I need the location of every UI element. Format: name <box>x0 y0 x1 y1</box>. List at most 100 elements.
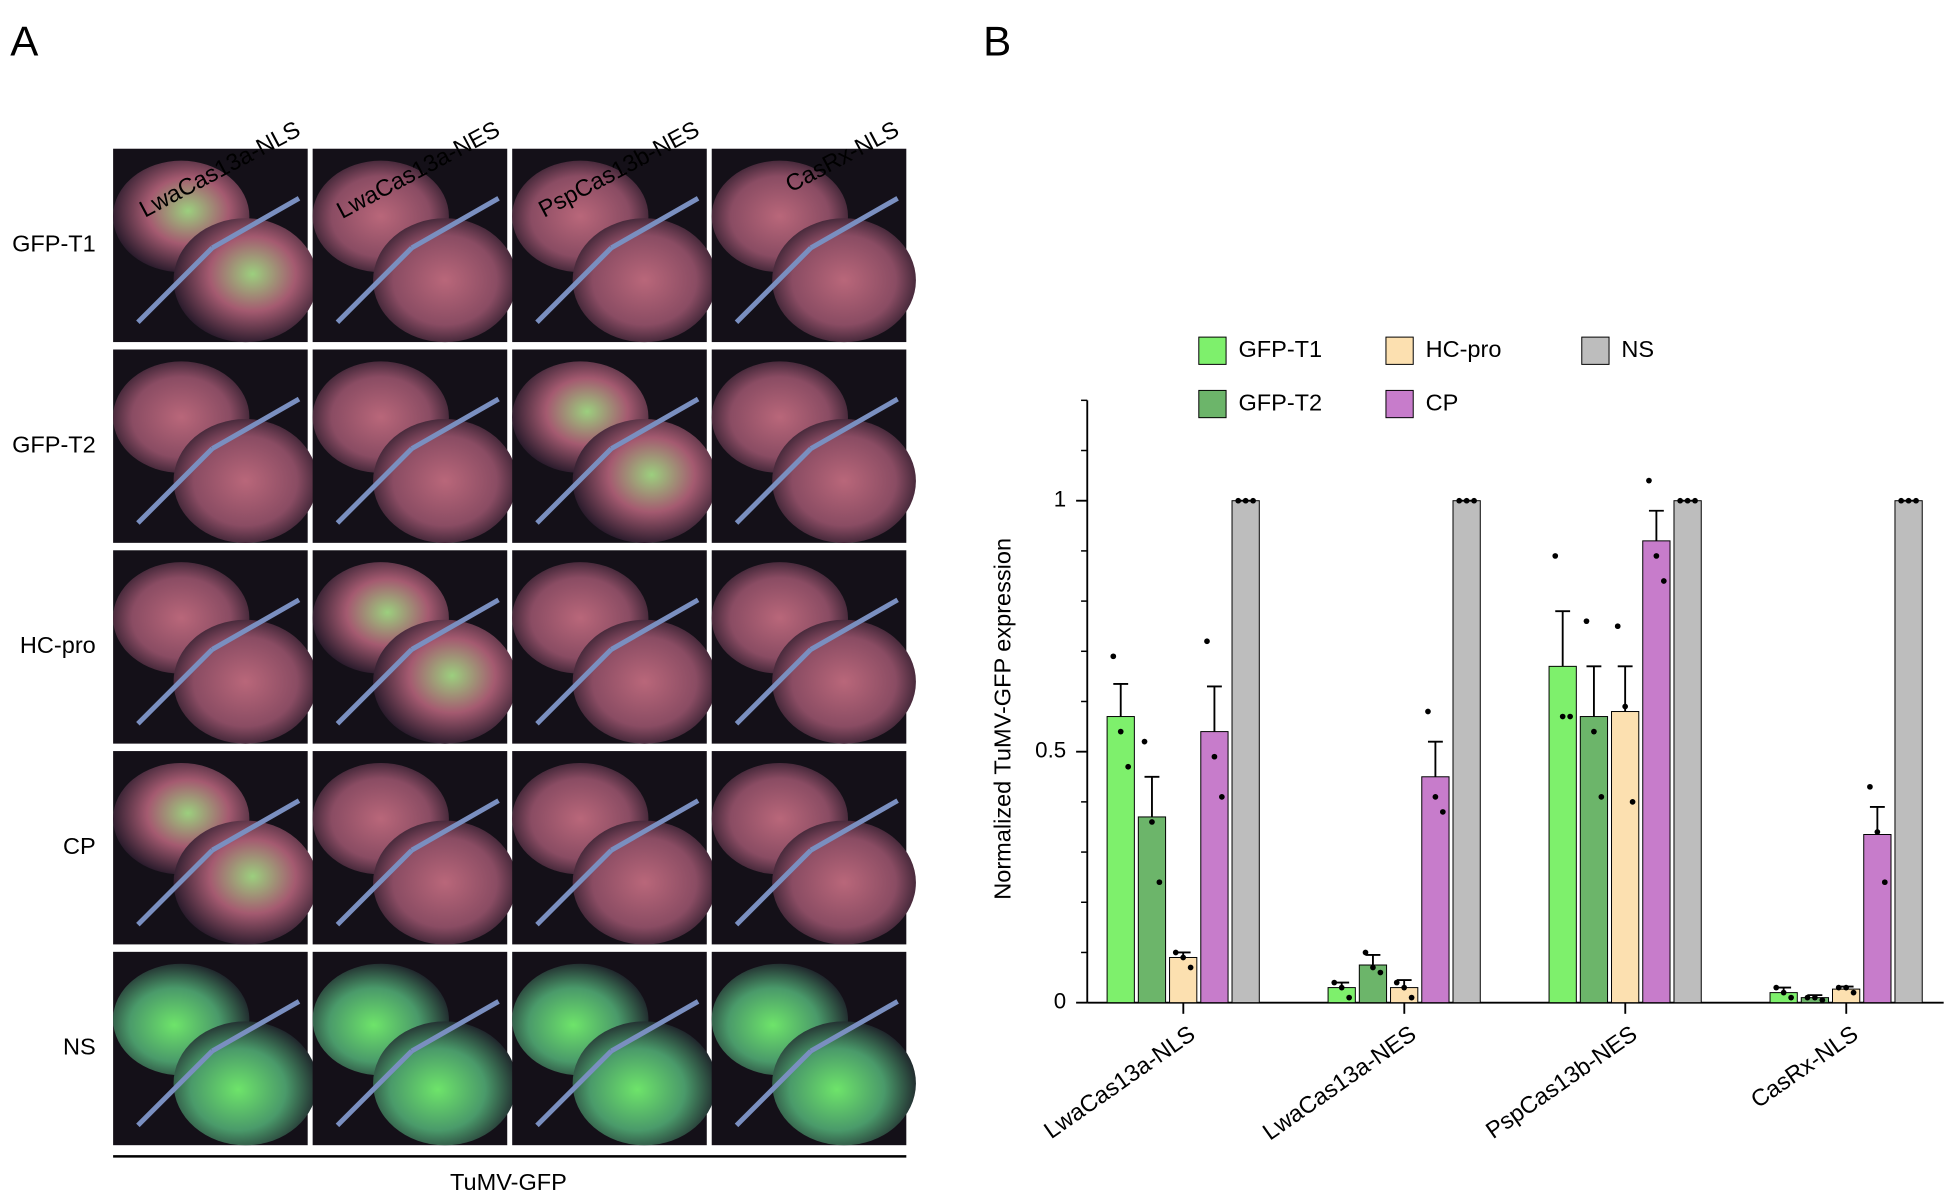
error-bar <box>1586 665 1602 717</box>
bar <box>1611 711 1640 1004</box>
data-point <box>1172 949 1179 956</box>
x-tick-label: CasRx-NLS <box>1746 1020 1863 1113</box>
leaf <box>572 820 717 945</box>
data-point <box>1180 954 1187 961</box>
leaf <box>572 419 717 543</box>
data-point <box>1812 994 1818 1001</box>
leaf <box>373 218 517 343</box>
data-point <box>1881 879 1888 886</box>
bar <box>1137 816 1167 1004</box>
bar <box>1452 500 1481 1004</box>
leaf <box>572 1021 717 1146</box>
data-point <box>1346 994 1352 1001</box>
leaf <box>173 419 318 543</box>
leaf <box>772 419 916 543</box>
data-point <box>1219 794 1225 800</box>
bar <box>1673 500 1702 1004</box>
legend-label: GFP-T1 <box>1238 336 1322 362</box>
data-point <box>1401 984 1408 991</box>
data-point <box>1591 728 1597 735</box>
stem <box>535 597 700 726</box>
bar <box>1200 731 1229 1004</box>
data-point <box>1850 989 1857 996</box>
stem <box>734 999 899 1128</box>
stem <box>535 999 700 1128</box>
y-tick-label: 0.5 <box>1035 738 1066 763</box>
data-point <box>1646 477 1652 484</box>
data-point <box>1835 984 1842 991</box>
data-point <box>1677 497 1684 504</box>
leaf <box>373 419 517 543</box>
data-point <box>1393 979 1400 986</box>
bar <box>1894 500 1923 1004</box>
data-point <box>1110 653 1117 660</box>
data-point <box>1622 703 1629 710</box>
leaf <box>572 619 717 744</box>
row-label: HC-pro <box>20 632 96 658</box>
bar <box>1863 834 1892 1004</box>
data-point <box>1456 497 1463 504</box>
stem <box>136 597 301 726</box>
data-point <box>1125 763 1132 770</box>
data-point <box>1117 728 1124 735</box>
leaf <box>772 1021 916 1146</box>
data-point <box>1463 497 1470 504</box>
leaf <box>173 619 318 744</box>
stem <box>734 798 899 927</box>
row-label: GFP-T1 <box>12 231 96 257</box>
footer-label: TuMV-GFP <box>450 1169 567 1195</box>
data-point <box>1439 809 1446 815</box>
data-point <box>1843 984 1849 991</box>
error-bar <box>1648 509 1664 541</box>
bar <box>1231 500 1260 1004</box>
legend-label: HC-pro <box>1426 336 1502 362</box>
x-tick-label: LwaCas13a-NES <box>1258 1020 1421 1145</box>
stem <box>335 798 500 927</box>
row-label: NS <box>63 1034 96 1060</box>
leaf <box>373 1021 517 1146</box>
stem <box>136 798 301 927</box>
data-point <box>1204 638 1210 645</box>
error-bar <box>1206 685 1222 732</box>
x-tick-label: PspCas13b-NES <box>1481 1020 1642 1143</box>
data-point <box>1559 713 1566 720</box>
chart: 0 0.5 1 LwaCas13a-NLS LwaCas13a-NES PspCas13b… <box>1035 336 1923 1145</box>
data-point <box>1653 553 1660 559</box>
y-axis-label: Normalized TuMV-GFP expression <box>989 538 1015 900</box>
data-point <box>1338 984 1345 991</box>
y-tick-label: 0 <box>1054 989 1066 1014</box>
leaf <box>772 820 916 945</box>
data-point <box>1141 738 1148 745</box>
data-point <box>1242 497 1249 504</box>
panel-label: B <box>983 18 1011 65</box>
bar <box>1579 716 1609 1004</box>
data-point <box>1788 994 1794 1001</box>
stem <box>535 798 700 927</box>
data-point <box>1780 989 1787 996</box>
data-point <box>1235 497 1242 504</box>
error-bar <box>1555 610 1571 667</box>
stem <box>734 196 899 324</box>
legend-label: NS <box>1621 336 1654 362</box>
data-point <box>1773 984 1780 991</box>
stem <box>335 196 500 324</box>
data-point <box>1552 553 1559 559</box>
error-bar <box>1365 954 1381 966</box>
stem <box>136 396 301 525</box>
legend-swatch <box>1385 389 1414 419</box>
bar <box>1548 665 1577 1004</box>
data-point <box>1583 618 1590 625</box>
leaf <box>373 619 517 744</box>
leaf <box>772 218 916 343</box>
data-point <box>1362 949 1369 956</box>
error-bar <box>1113 682 1129 717</box>
photo-grid <box>113 148 916 1146</box>
data-point <box>1614 623 1621 630</box>
data-point <box>1331 979 1338 986</box>
stem <box>535 396 700 525</box>
data-point <box>1598 794 1605 800</box>
data-point <box>1629 799 1636 805</box>
leaf <box>173 820 318 945</box>
row-label: GFP-T2 <box>12 431 96 457</box>
stem <box>335 597 500 726</box>
